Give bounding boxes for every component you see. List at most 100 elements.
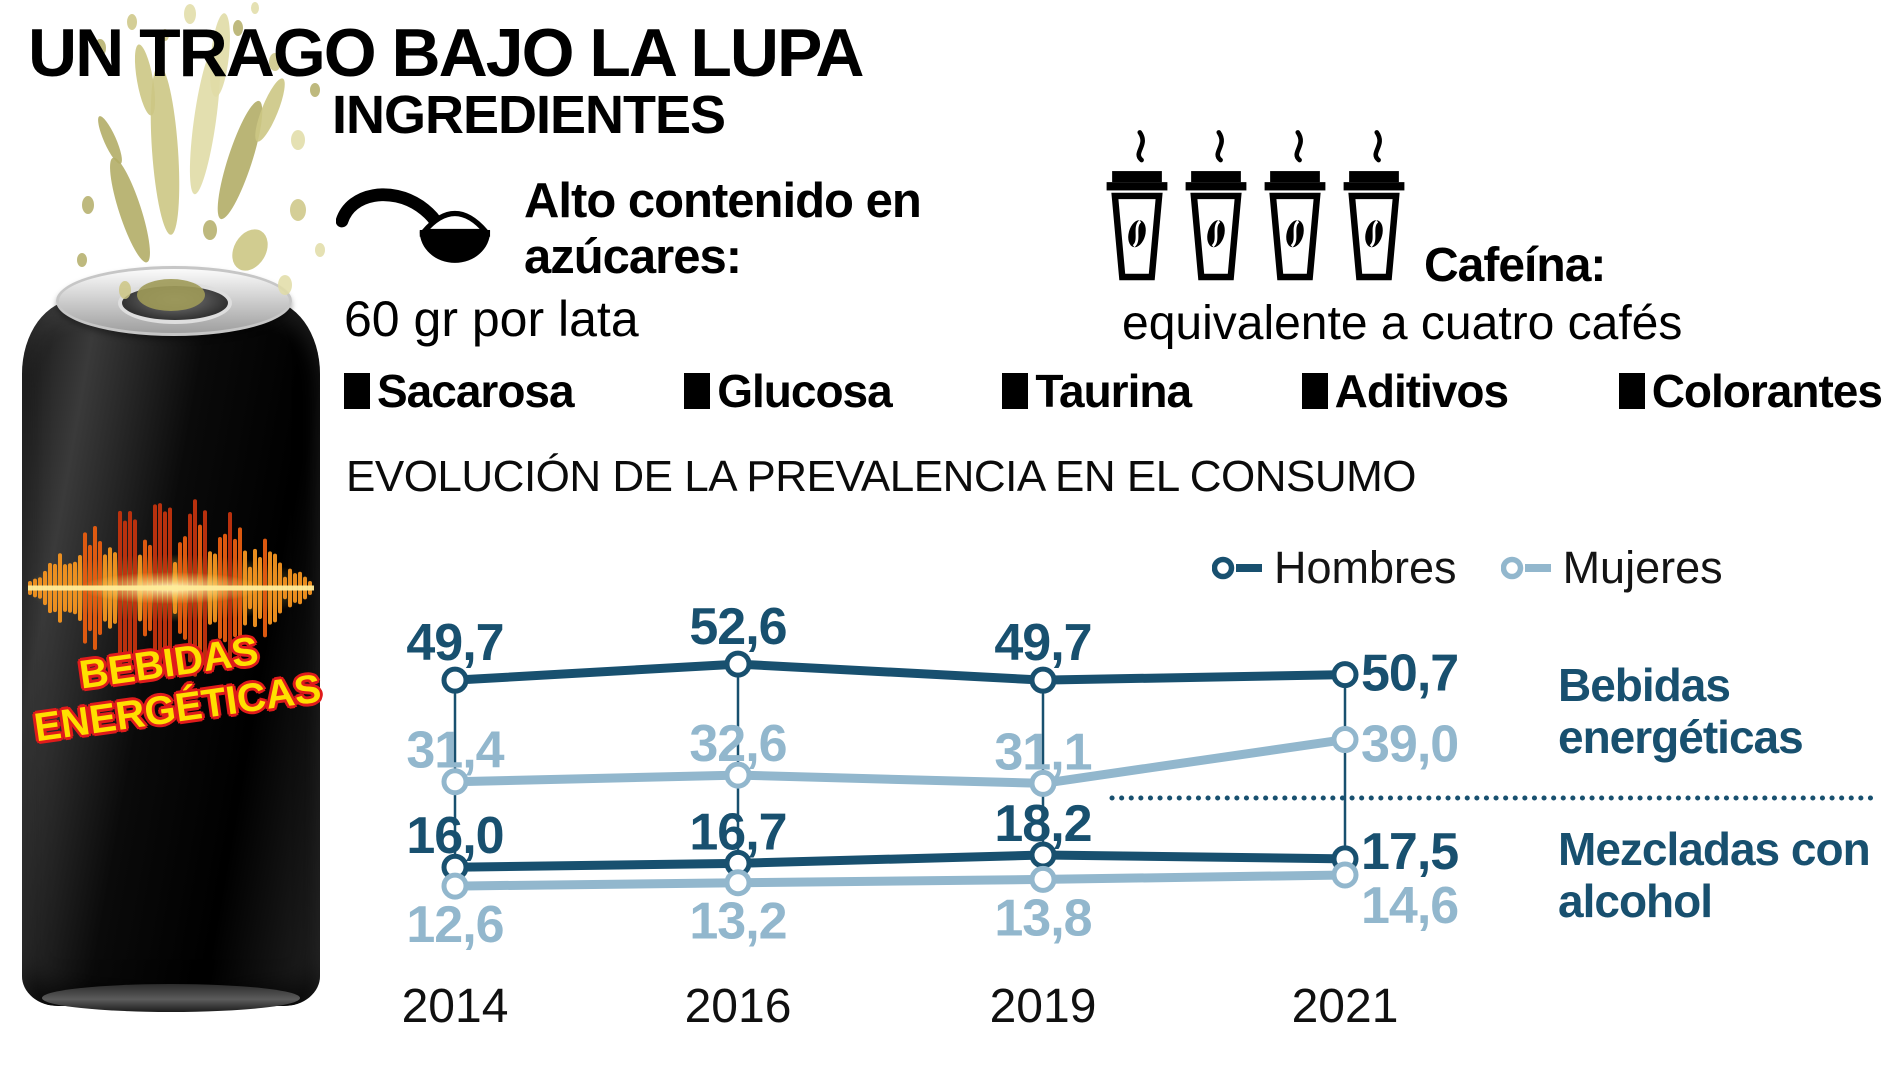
splash-streak [150, 65, 180, 235]
legend-item-mujeres: Mujeres [1500, 542, 1723, 594]
legend-label: Mujeres [1562, 542, 1723, 593]
ingredient-label: Aditivos [1334, 365, 1509, 417]
data-point [724, 650, 752, 678]
liquid-splash-icon [77, 2, 325, 311]
data-point [724, 869, 752, 897]
data-point [441, 872, 469, 900]
splash-drop [119, 281, 131, 299]
splash-drop [315, 243, 325, 257]
ingredient-label: Colorantes [1651, 365, 1883, 417]
coffee-cup-icon [1106, 130, 1168, 281]
page-title: UN TRAGO BAJO LA LUPA [28, 15, 864, 91]
data-point [1029, 865, 1057, 893]
series-line-0 [450, 659, 1350, 685]
ingredient-item: Glucosa [684, 364, 893, 418]
value-label: 31,4 [406, 722, 504, 780]
data-point [724, 761, 752, 789]
section-title-ingredients: INGREDIENTES [332, 85, 726, 145]
ingredient-square-icon [344, 373, 370, 409]
ingredient-item: Colorantes [1618, 364, 1883, 418]
coffee-cup-icon [1185, 130, 1247, 281]
group-label-bebidas-energeticas: Bebidas energéticas [1558, 659, 1804, 763]
data-point [1029, 769, 1057, 797]
series-line-1 [450, 735, 1350, 788]
legend-item-hombres: Hombres [1212, 542, 1457, 594]
splash-drop [94, 39, 106, 57]
ingredients-row: Sacarosa Glucosa Taurina Aditivos Colora… [344, 364, 1883, 418]
data-point [441, 666, 469, 694]
value-label: 50,7 [1361, 645, 1458, 703]
ingredient-item: Aditivos [1301, 364, 1509, 418]
series-line-2 [450, 850, 1350, 872]
splash-drop [161, 29, 169, 41]
ingredient-square-icon [1301, 373, 1328, 409]
splash-drop [82, 196, 94, 214]
splash-streak [217, 100, 263, 220]
legend-label: Hombres [1274, 542, 1457, 593]
year-label: 2016 [685, 980, 792, 1033]
coffee-cup-icon [1264, 130, 1326, 281]
splash-streak [210, 13, 230, 97]
year-label: 2021 [1292, 980, 1399, 1033]
can-bottom-rim [42, 984, 300, 1012]
splash-drop [77, 253, 87, 267]
ingredient-item: Sacarosa [344, 364, 575, 418]
caffeine-detail: equivalente a cuatro cafés [1122, 297, 1683, 350]
splash-drop [290, 199, 306, 221]
splash-streak [232, 229, 268, 271]
ingredient-label: Glucosa [717, 365, 893, 417]
value-label: 49,7 [406, 614, 503, 672]
value-label: 32,6 [689, 715, 786, 773]
ingredient-square-icon [684, 373, 711, 409]
sugar-detail: 60 gr por lata [344, 291, 639, 347]
value-label: 31,1 [994, 723, 1091, 781]
series-line-3 [450, 870, 1350, 891]
value-label: 14,6 [1361, 877, 1458, 935]
value-label: 16,0 [406, 807, 503, 865]
flame-soundwave-icon [25, 499, 317, 677]
caffeine-heading: Cafeína: [1424, 239, 1606, 292]
year-label: 2019 [990, 980, 1097, 1033]
splash-drop [269, 53, 281, 71]
sugar-spoon-icon [336, 188, 491, 263]
data-point [1331, 726, 1359, 754]
ingredient-square-icon [1002, 373, 1029, 409]
value-label: 49,7 [994, 614, 1091, 672]
splash-drop [127, 14, 137, 30]
splash-drop [233, 20, 243, 36]
data-point [1331, 661, 1359, 689]
value-label: 13,8 [994, 889, 1091, 947]
chart-legend: Hombres Mujeres [1212, 542, 1723, 594]
ingredient-label: Sacarosa [377, 365, 575, 417]
value-label: 39,0 [1361, 716, 1458, 774]
splash-streak [255, 78, 285, 142]
coffee-cups-row [1102, 124, 1409, 290]
splash-drop [291, 130, 305, 150]
ingredient-square-icon [1618, 373, 1645, 409]
data-point [1029, 666, 1057, 694]
splash-drop [278, 275, 292, 295]
line-marker-icon [1212, 556, 1262, 579]
group-label-mezcladas-con-alcohol: Mezcladas con alcohol [1558, 823, 1871, 927]
can-top-rim [56, 266, 292, 336]
ingredient-item: Taurina [1002, 364, 1192, 418]
splash-drop [310, 83, 320, 97]
value-label: 12,6 [406, 896, 503, 954]
splash-streak [110, 157, 150, 263]
splash-drop [251, 2, 259, 14]
splash-drop [203, 220, 217, 240]
year-label: 2014 [402, 980, 509, 1033]
splash-streak [134, 44, 156, 116]
splash-streak [98, 116, 122, 164]
splash-drop [184, 4, 196, 24]
coffee-cup-icon [1343, 130, 1405, 281]
value-label: 52,6 [689, 598, 786, 656]
ingredient-label: Taurina [1035, 365, 1192, 417]
data-point [1331, 861, 1359, 889]
line-marker-icon [1500, 556, 1551, 579]
sugar-heading: Alto contenido en azúcares: [524, 174, 922, 284]
value-label: 16,7 [689, 803, 786, 861]
chart-title: EVOLUCIÓN DE LA PREVALENCIA EN EL CONSUM… [346, 452, 1417, 501]
